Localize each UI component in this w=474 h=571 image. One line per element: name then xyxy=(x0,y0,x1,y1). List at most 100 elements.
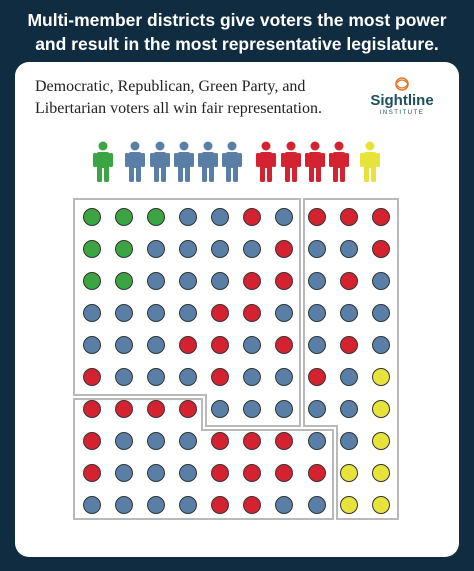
voter-dot xyxy=(115,240,133,258)
voter-dot xyxy=(179,432,197,450)
voter-dot xyxy=(83,400,101,418)
voter-dot xyxy=(115,272,133,290)
representative-person-icon xyxy=(256,141,276,182)
voter-dot xyxy=(372,208,390,226)
voter-dot xyxy=(179,240,197,258)
voter-dot xyxy=(275,464,293,482)
voter-dot xyxy=(243,272,261,290)
voter-dot xyxy=(147,304,165,322)
voter-dot xyxy=(275,400,293,418)
voter-dot xyxy=(83,368,101,386)
voter-dot xyxy=(308,208,326,226)
voter-dot xyxy=(340,464,358,482)
representative-person-icon xyxy=(305,141,325,182)
voter-dot xyxy=(243,208,261,226)
voter-dot xyxy=(179,368,197,386)
voter-dot xyxy=(115,336,133,354)
voter-dot xyxy=(115,464,133,482)
voter-dot xyxy=(147,240,165,258)
voter-dot xyxy=(372,304,390,322)
logo-subtitle: INSTITUTE xyxy=(379,110,425,116)
voter-dot xyxy=(275,240,293,258)
sightline-logo: Sightline INSTITUTE xyxy=(362,74,442,124)
headline-line-2: and result in the most representative le… xyxy=(35,34,439,54)
voter-dot xyxy=(115,208,133,226)
voter-dot xyxy=(211,272,229,290)
voter-dot xyxy=(243,400,261,418)
voter-dot xyxy=(243,464,261,482)
representative-person-icon xyxy=(360,141,380,182)
subtitle: Democratic, Republican, Green Party, and… xyxy=(35,76,355,120)
subtitle-line-2: Libertarian voters all win fair represen… xyxy=(35,100,322,117)
voter-dot xyxy=(211,368,229,386)
voter-dot xyxy=(275,336,293,354)
voter-dot xyxy=(115,400,133,418)
voter-dot xyxy=(179,400,197,418)
headline: Multi-member districts give voters the m… xyxy=(0,8,474,56)
voter-dot xyxy=(372,432,390,450)
voter-dot xyxy=(340,208,358,226)
voter-dot xyxy=(308,432,326,450)
voter-dot xyxy=(243,240,261,258)
voter-dot xyxy=(275,432,293,450)
voter-dot xyxy=(147,208,165,226)
voter-dot xyxy=(179,336,197,354)
voter-dot xyxy=(340,496,358,514)
voter-dot xyxy=(308,304,326,322)
voter-dot xyxy=(83,240,101,258)
voter-dot xyxy=(372,400,390,418)
voter-dot xyxy=(308,336,326,354)
voter-dot xyxy=(243,432,261,450)
voter-dot xyxy=(211,208,229,226)
voter-dot xyxy=(179,272,197,290)
voter-dot xyxy=(211,304,229,322)
sightline-spiral-icon xyxy=(395,77,409,91)
voter-dot xyxy=(115,304,133,322)
representatives-row xyxy=(93,141,380,182)
voter-dot xyxy=(83,432,101,450)
representative-person-icon xyxy=(150,141,170,182)
voter-dot xyxy=(372,496,390,514)
voter-dot xyxy=(211,336,229,354)
voter-dot xyxy=(83,272,101,290)
district-boundary xyxy=(303,198,399,520)
voter-dot xyxy=(243,496,261,514)
voter-dot xyxy=(211,464,229,482)
voter-dot xyxy=(340,304,358,322)
voter-dot xyxy=(372,336,390,354)
voter-dot xyxy=(211,496,229,514)
voter-dot xyxy=(308,240,326,258)
voter-dot xyxy=(275,208,293,226)
voter-dot xyxy=(275,304,293,322)
voter-dot xyxy=(147,432,165,450)
voter-dot xyxy=(147,496,165,514)
voter-dot xyxy=(179,208,197,226)
voter-dot xyxy=(340,432,358,450)
voter-dot xyxy=(115,368,133,386)
representative-person-icon xyxy=(222,141,242,182)
voter-dot xyxy=(275,496,293,514)
voter-dot xyxy=(147,400,165,418)
representative-person-icon xyxy=(281,141,301,182)
voter-dot xyxy=(372,272,390,290)
representative-person-icon xyxy=(329,141,349,182)
representative-person-icon xyxy=(174,141,194,182)
representative-person-icon xyxy=(93,141,113,182)
voter-dot xyxy=(211,432,229,450)
voter-dot xyxy=(83,208,101,226)
voter-dot xyxy=(83,304,101,322)
voter-dot xyxy=(211,400,229,418)
voter-dot xyxy=(147,272,165,290)
voter-dot xyxy=(340,368,358,386)
voter-dot xyxy=(340,240,358,258)
voter-dot xyxy=(83,336,101,354)
voter-dot xyxy=(308,464,326,482)
representative-person-icon xyxy=(198,141,218,182)
voter-dot xyxy=(211,240,229,258)
voter-dot xyxy=(243,336,261,354)
subtitle-line-1: Democratic, Republican, Green Party, and xyxy=(35,78,306,95)
voter-dot xyxy=(340,272,358,290)
voter-dot xyxy=(308,496,326,514)
voter-dot xyxy=(179,304,197,322)
